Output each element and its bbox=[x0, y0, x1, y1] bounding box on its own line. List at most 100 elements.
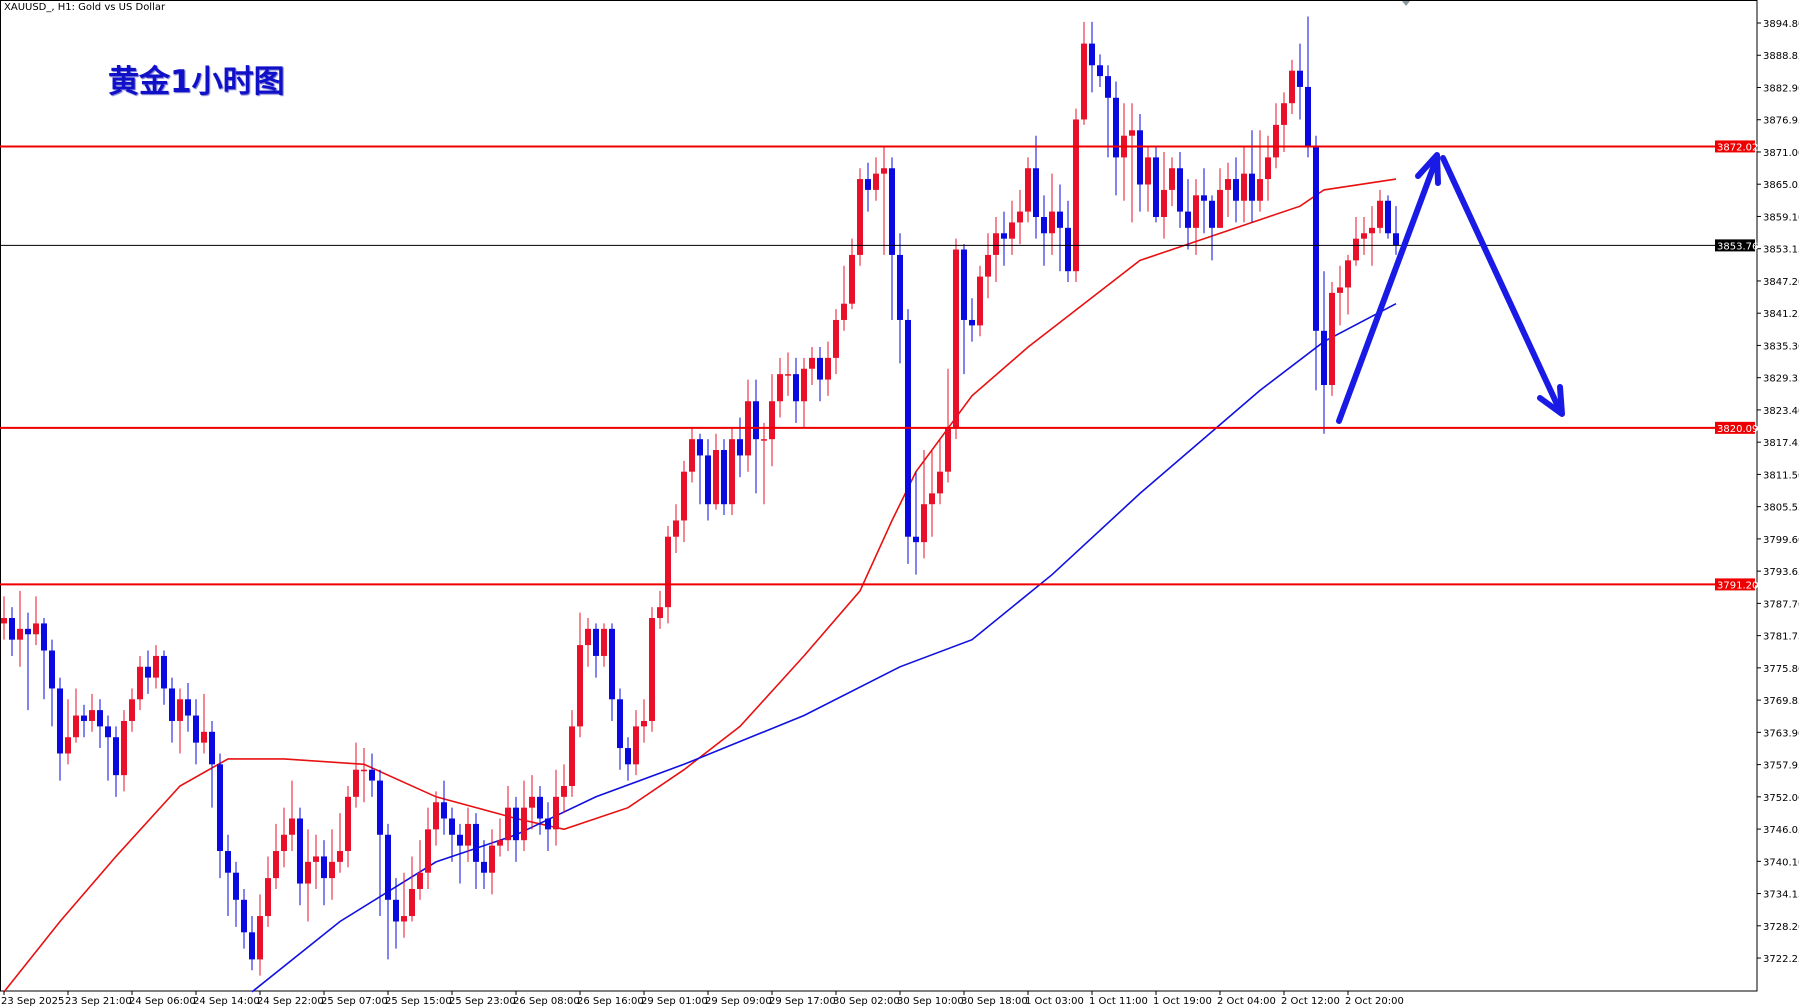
candle-body bbox=[401, 916, 407, 922]
candle-body bbox=[1273, 124, 1279, 158]
candle-body bbox=[1225, 179, 1231, 190]
candle bbox=[1361, 217, 1367, 255]
candle-body bbox=[505, 807, 511, 841]
time-tick-label: 25 Sep 23:00 bbox=[449, 996, 516, 1007]
candle bbox=[393, 878, 399, 949]
candle bbox=[265, 856, 271, 927]
candle bbox=[985, 233, 991, 299]
price-tick-label: 3859.10 bbox=[1763, 212, 1799, 223]
candle-body bbox=[193, 715, 199, 743]
candle bbox=[297, 807, 303, 906]
time-tick-label: 1 Oct 11:00 bbox=[1089, 996, 1148, 1007]
price-tick-label: 3894.80 bbox=[1763, 19, 1799, 30]
price-tick-label: 3841.25 bbox=[1763, 309, 1799, 320]
candle bbox=[1041, 195, 1047, 266]
candle-body bbox=[25, 628, 31, 635]
candle bbox=[993, 217, 999, 283]
candle-body bbox=[985, 254, 991, 277]
candle-body bbox=[169, 688, 175, 721]
candle-body bbox=[561, 785, 567, 797]
horizontal-levels[interactable] bbox=[0, 145, 1757, 586]
candle bbox=[953, 238, 959, 440]
time-tick-label: 2 Oct 12:00 bbox=[1281, 996, 1340, 1007]
candle-body bbox=[1161, 189, 1167, 218]
time-tick-label: 24 Sep 14:00 bbox=[193, 996, 260, 1007]
symbol-info: XAUUSD_, H1: Gold vs US Dollar bbox=[4, 2, 166, 13]
candle bbox=[1281, 92, 1287, 152]
candle bbox=[1313, 135, 1319, 391]
candle bbox=[353, 742, 359, 808]
candle bbox=[1177, 151, 1183, 228]
candle-body bbox=[89, 710, 95, 721]
candle bbox=[217, 753, 223, 879]
candle bbox=[697, 433, 703, 505]
candle-body bbox=[281, 834, 287, 852]
price-tick-label: 3823.40 bbox=[1763, 406, 1799, 417]
candle bbox=[505, 785, 511, 852]
candle-body bbox=[577, 645, 583, 727]
candle-body bbox=[865, 179, 871, 190]
candle-body bbox=[217, 764, 223, 852]
candle-body bbox=[497, 840, 503, 846]
candle bbox=[321, 840, 327, 906]
annotation-title: 黄金1小时图 bbox=[108, 64, 285, 100]
forecast-arrows bbox=[1336, 152, 1565, 424]
candle-body bbox=[1305, 86, 1311, 147]
candle bbox=[553, 769, 559, 846]
price-tag bbox=[1715, 421, 1755, 434]
price-tick-label: 3817.45 bbox=[1763, 438, 1799, 449]
candle-body bbox=[177, 699, 183, 721]
candle bbox=[809, 347, 815, 385]
moving-average-lines bbox=[3, 178, 1397, 993]
candle-body bbox=[761, 439, 767, 441]
candle-body bbox=[849, 254, 855, 304]
candle bbox=[33, 596, 39, 646]
candle bbox=[489, 829, 495, 895]
candle-body bbox=[1097, 65, 1103, 77]
candle bbox=[713, 433, 719, 510]
candle bbox=[833, 309, 839, 375]
candle-body bbox=[753, 401, 759, 440]
down-arrow bbox=[1440, 155, 1564, 416]
candle-body bbox=[713, 450, 719, 505]
candle-body bbox=[441, 802, 447, 819]
candle bbox=[945, 368, 951, 483]
candle-body bbox=[585, 628, 591, 646]
candle bbox=[1129, 103, 1135, 223]
candle-body bbox=[337, 851, 343, 862]
candle bbox=[161, 650, 167, 705]
time-tick-label: 23 Sep 2025 bbox=[1, 996, 64, 1007]
candle bbox=[169, 677, 175, 743]
candle-body bbox=[353, 769, 359, 797]
candle-body bbox=[921, 504, 927, 543]
chart-shift-marker-icon[interactable] bbox=[1402, 1, 1410, 6]
candle bbox=[225, 834, 231, 917]
candle-body bbox=[1361, 233, 1367, 239]
candle bbox=[969, 298, 975, 342]
candle bbox=[281, 807, 287, 868]
candle-body bbox=[649, 618, 655, 721]
candle-body bbox=[1289, 70, 1295, 104]
candle bbox=[625, 737, 631, 781]
candle-body bbox=[1369, 227, 1375, 234]
candle-body bbox=[1001, 233, 1007, 239]
down-arrow-head-icon bbox=[1537, 384, 1565, 417]
time-tick-label: 29 Sep 01:00 bbox=[641, 996, 708, 1007]
candle-body bbox=[329, 861, 335, 879]
candle bbox=[601, 623, 607, 667]
candle bbox=[705, 439, 711, 521]
candle-body bbox=[617, 699, 623, 749]
candle-body bbox=[641, 720, 647, 727]
price-axis[interactable]: 3894.80 3888.85 3882.90 3876.95 3871.00 3865.… bbox=[1715, 0, 1799, 991]
candle-body bbox=[1057, 211, 1063, 228]
candle-body bbox=[961, 249, 967, 320]
candle bbox=[769, 374, 775, 467]
candle bbox=[1345, 254, 1351, 315]
candle-body bbox=[265, 878, 271, 917]
time-tick-label: 24 Sep 22:00 bbox=[257, 996, 324, 1007]
candle bbox=[385, 823, 391, 960]
price-tag-label: 3872.02 bbox=[1717, 142, 1758, 153]
candle-body bbox=[393, 899, 399, 922]
